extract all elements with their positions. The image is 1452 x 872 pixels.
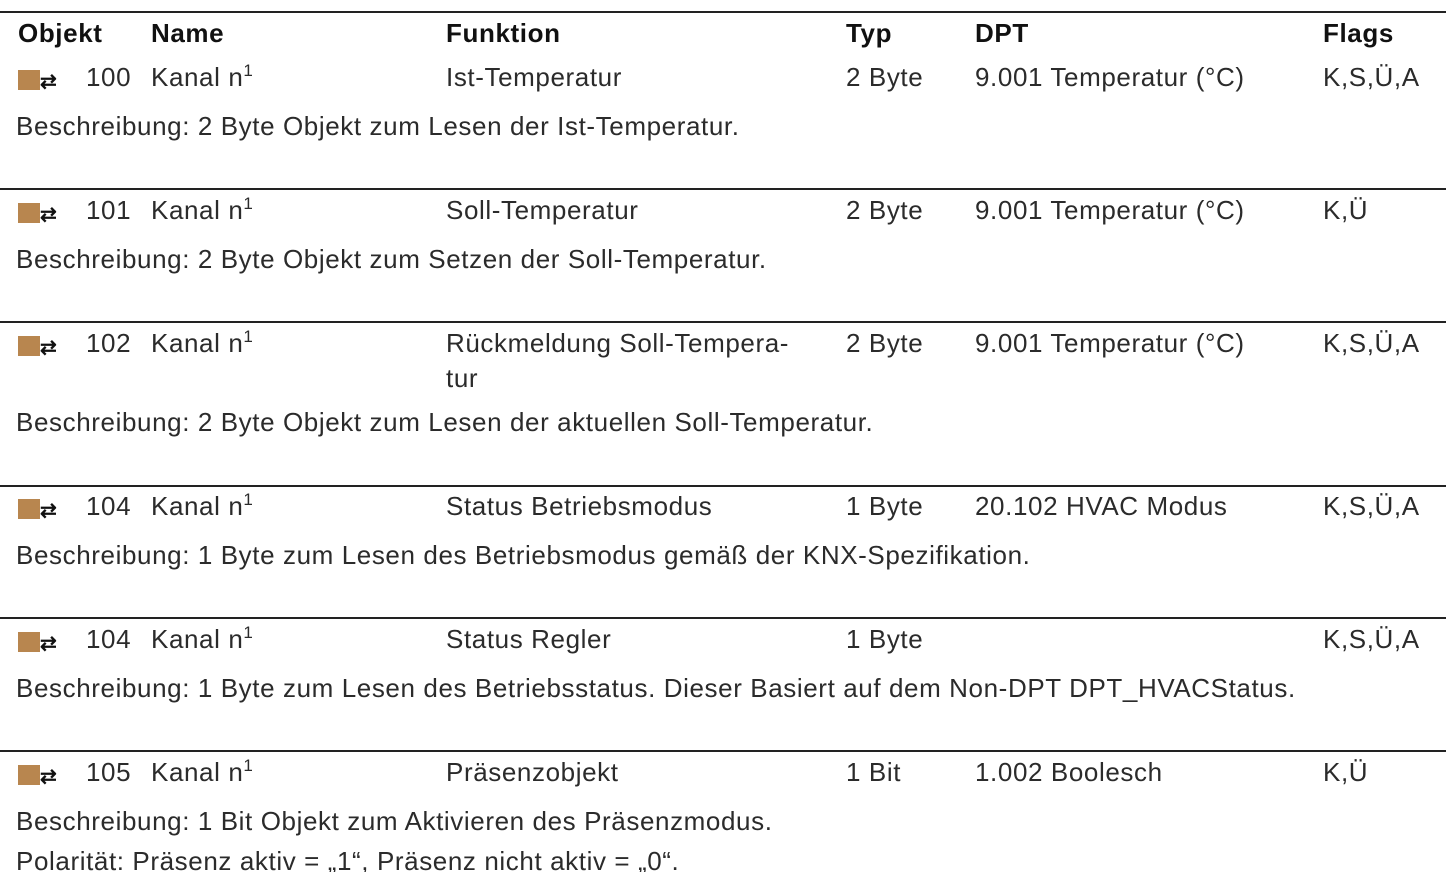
- object-icon: [18, 70, 40, 90]
- footnote: 1: [243, 490, 254, 509]
- type: 1 Byte: [846, 624, 924, 654]
- object-number: 104: [86, 491, 132, 521]
- object-icon: [18, 336, 40, 356]
- name-text: Kanal n: [151, 62, 244, 92]
- object-arrows: ⇄: [40, 500, 58, 522]
- dpt: 9.001 Temperatur (°C): [975, 62, 1245, 92]
- name-text: Kanal n: [151, 757, 244, 787]
- rule: [0, 750, 1446, 752]
- rule: [0, 321, 1446, 323]
- name-text: Kanal n: [151, 328, 244, 358]
- type: 1 Bit: [846, 757, 902, 787]
- function: tur: [446, 363, 479, 393]
- object-arrows: ⇄: [40, 337, 58, 359]
- type: 2 Byte: [846, 328, 924, 358]
- object-icon: [18, 499, 40, 519]
- description: Beschreibung: 2 Byte Objekt zum Lesen de…: [16, 407, 874, 437]
- object-name: Kanal n1: [151, 757, 253, 787]
- description: Beschreibung: 1 Byte zum Lesen des Betri…: [16, 540, 1031, 570]
- object-arrows: ⇄: [40, 71, 58, 93]
- header-dpt: DPT: [975, 18, 1029, 48]
- function: Rückmeldung Soll-Tempera-: [446, 328, 790, 358]
- object-number: 100: [86, 62, 132, 92]
- object-icon: [18, 632, 40, 652]
- object-number: 105: [86, 757, 132, 787]
- dpt: 20.102 HVAC Modus: [975, 491, 1228, 521]
- description: Beschreibung: 1 Byte zum Lesen des Betri…: [16, 673, 1296, 703]
- header-name: Name: [151, 18, 225, 48]
- name-text: Kanal n: [151, 491, 244, 521]
- object-number: 104: [86, 624, 132, 654]
- header-function: Funktion: [446, 18, 561, 48]
- header-object: Objekt: [18, 18, 103, 48]
- object-name: Kanal n1: [151, 62, 253, 92]
- dpt: 9.001 Temperatur (°C): [975, 328, 1245, 358]
- dpt: 9.001 Temperatur (°C): [975, 195, 1245, 225]
- function: Ist-Temperatur: [446, 62, 623, 92]
- footnote: 1: [243, 327, 254, 346]
- description: Beschreibung: 1 Bit Objekt zum Aktiviere…: [16, 806, 773, 836]
- function: Status Regler: [446, 624, 612, 654]
- header-type: Typ: [846, 18, 893, 48]
- header-flags: Flags: [1323, 18, 1394, 48]
- object-name: Kanal n1: [151, 195, 253, 225]
- object-name: Kanal n1: [151, 491, 253, 521]
- rule: [0, 485, 1446, 487]
- function: Präsenzobjekt: [446, 757, 619, 787]
- object-number: 102: [86, 328, 132, 358]
- description: Beschreibung: 2 Byte Objekt zum Lesen de…: [16, 111, 740, 141]
- type: 2 Byte: [846, 195, 924, 225]
- flags: K,Ü: [1323, 757, 1369, 787]
- footnote: 1: [243, 623, 254, 642]
- object-number: 101: [86, 195, 132, 225]
- footnote: 1: [243, 61, 254, 80]
- type: 2 Byte: [846, 62, 924, 92]
- function: Soll-Temperatur: [446, 195, 639, 225]
- object-arrows: ⇄: [40, 766, 58, 788]
- dpt: 1.002 Boolesch: [975, 757, 1163, 787]
- footnote: 1: [243, 756, 254, 775]
- object-arrows: ⇄: [40, 633, 58, 655]
- name-text: Kanal n: [151, 195, 244, 225]
- function: Status Betriebsmodus: [446, 491, 713, 521]
- flags: K,S,Ü,A: [1323, 328, 1420, 358]
- rule: [0, 617, 1446, 619]
- flags: K,S,Ü,A: [1323, 62, 1420, 92]
- object-name: Kanal n1: [151, 624, 253, 654]
- description: Beschreibung: 2 Byte Objekt zum Setzen d…: [16, 244, 767, 274]
- flags: K,S,Ü,A: [1323, 624, 1420, 654]
- description: Polarität: Präsenz aktiv = „1“, Präsenz …: [16, 846, 680, 872]
- object-arrows: ⇄: [40, 204, 58, 226]
- flags: K,S,Ü,A: [1323, 491, 1420, 521]
- rule: [0, 188, 1446, 190]
- footnote: 1: [243, 194, 254, 213]
- object-icon: [18, 765, 40, 785]
- object-name: Kanal n1: [151, 328, 253, 358]
- type: 1 Byte: [846, 491, 924, 521]
- name-text: Kanal n: [151, 624, 244, 654]
- rule: [0, 11, 1446, 13]
- flags: K,Ü: [1323, 195, 1369, 225]
- object-icon: [18, 203, 40, 223]
